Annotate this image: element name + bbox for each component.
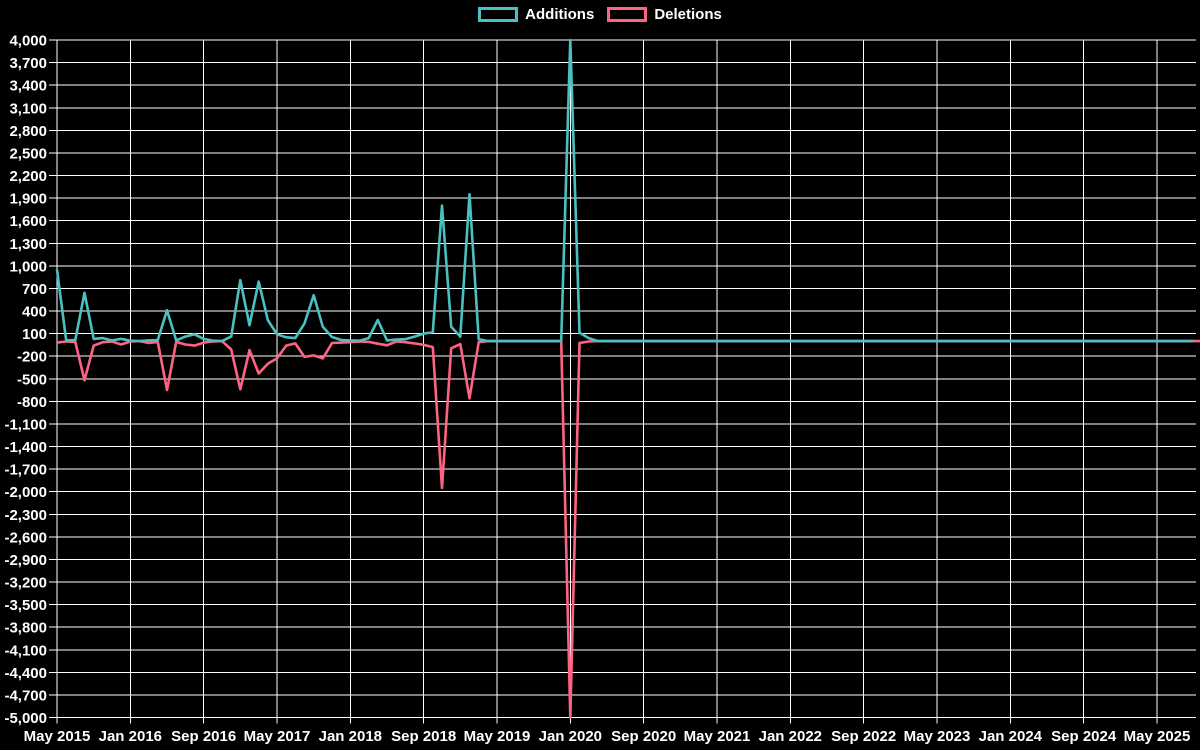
y-tick-label: 400 — [22, 304, 47, 321]
y-tick-label: 1,000 — [9, 258, 47, 275]
y-tick-label: -1,100 — [4, 416, 47, 433]
y-tick-label: -4,100 — [4, 642, 47, 659]
y-tick-label: -2,600 — [4, 529, 47, 546]
y-tick-label: -1,700 — [4, 462, 47, 479]
additions-swatch-icon — [478, 7, 519, 22]
y-tick-label: 4,000 — [9, 33, 47, 50]
y-tick-label: -4,700 — [4, 687, 47, 704]
x-tick-label: Jan 2018 — [319, 728, 382, 745]
x-tick-label: Sep 2022 — [831, 728, 896, 745]
y-tick-label: -4,400 — [4, 665, 47, 682]
y-tick-label: 2,800 — [9, 123, 47, 140]
deletions-swatch-icon — [607, 7, 648, 22]
legend-label-deletions: Deletions — [654, 6, 722, 23]
x-tick-label: May 2015 — [24, 728, 91, 745]
x-tick-label: Jan 2022 — [759, 728, 822, 745]
y-tick-label: -3,200 — [4, 575, 47, 592]
legend-item-deletions[interactable]: Deletions — [607, 7, 722, 22]
y-tick-label: -1,400 — [4, 439, 47, 456]
y-tick-label: 700 — [22, 281, 47, 298]
x-tick-label: Sep 2016 — [171, 728, 236, 745]
y-tick-label: 2,200 — [9, 168, 47, 185]
y-tick-label: 100 — [22, 326, 47, 343]
x-tick-label: Jan 2020 — [539, 728, 602, 745]
y-tick-label: 1,300 — [9, 236, 47, 253]
x-tick-label: Sep 2018 — [391, 728, 456, 745]
y-tick-label: 2,500 — [9, 145, 47, 162]
y-tick-label: -3,800 — [4, 620, 47, 637]
y-tick-label: 3,100 — [9, 100, 47, 117]
y-tick-label: -2,900 — [4, 552, 47, 569]
deletions-line — [56, 339, 1200, 719]
legend-item-additions[interactable]: Additions — [478, 7, 594, 22]
x-tick-label: May 2023 — [904, 728, 971, 745]
y-tick-label: 1,600 — [9, 213, 47, 230]
y-tick-label: -500 — [17, 371, 47, 388]
chart-legend: Additions Deletions — [0, 7, 1200, 22]
y-tick-label: -200 — [17, 349, 47, 366]
y-tick-label: -800 — [17, 394, 47, 411]
x-tick-label: Jan 2024 — [979, 728, 1043, 745]
x-tick-label: May 2025 — [1124, 728, 1191, 745]
y-tick-label: 3,700 — [9, 55, 47, 72]
x-tick-label: Sep 2020 — [611, 728, 676, 745]
x-tick-label: May 2021 — [684, 728, 751, 745]
y-tick-label: -2,000 — [4, 484, 47, 501]
x-tick-label: Jan 2016 — [99, 728, 162, 745]
x-tick-label: Sep 2024 — [1051, 728, 1117, 745]
y-tick-label: 3,400 — [9, 78, 47, 95]
additions-line — [55, 38, 1194, 343]
y-tick-label: -3,500 — [4, 597, 47, 614]
y-tick-label: -5,000 — [4, 710, 47, 727]
legend-label-additions: Additions — [525, 6, 595, 23]
x-tick-label: May 2019 — [464, 728, 531, 745]
y-tick-label: 1,900 — [9, 191, 47, 208]
x-tick-label: May 2017 — [244, 728, 311, 745]
y-tick-label: -2,300 — [4, 507, 47, 524]
